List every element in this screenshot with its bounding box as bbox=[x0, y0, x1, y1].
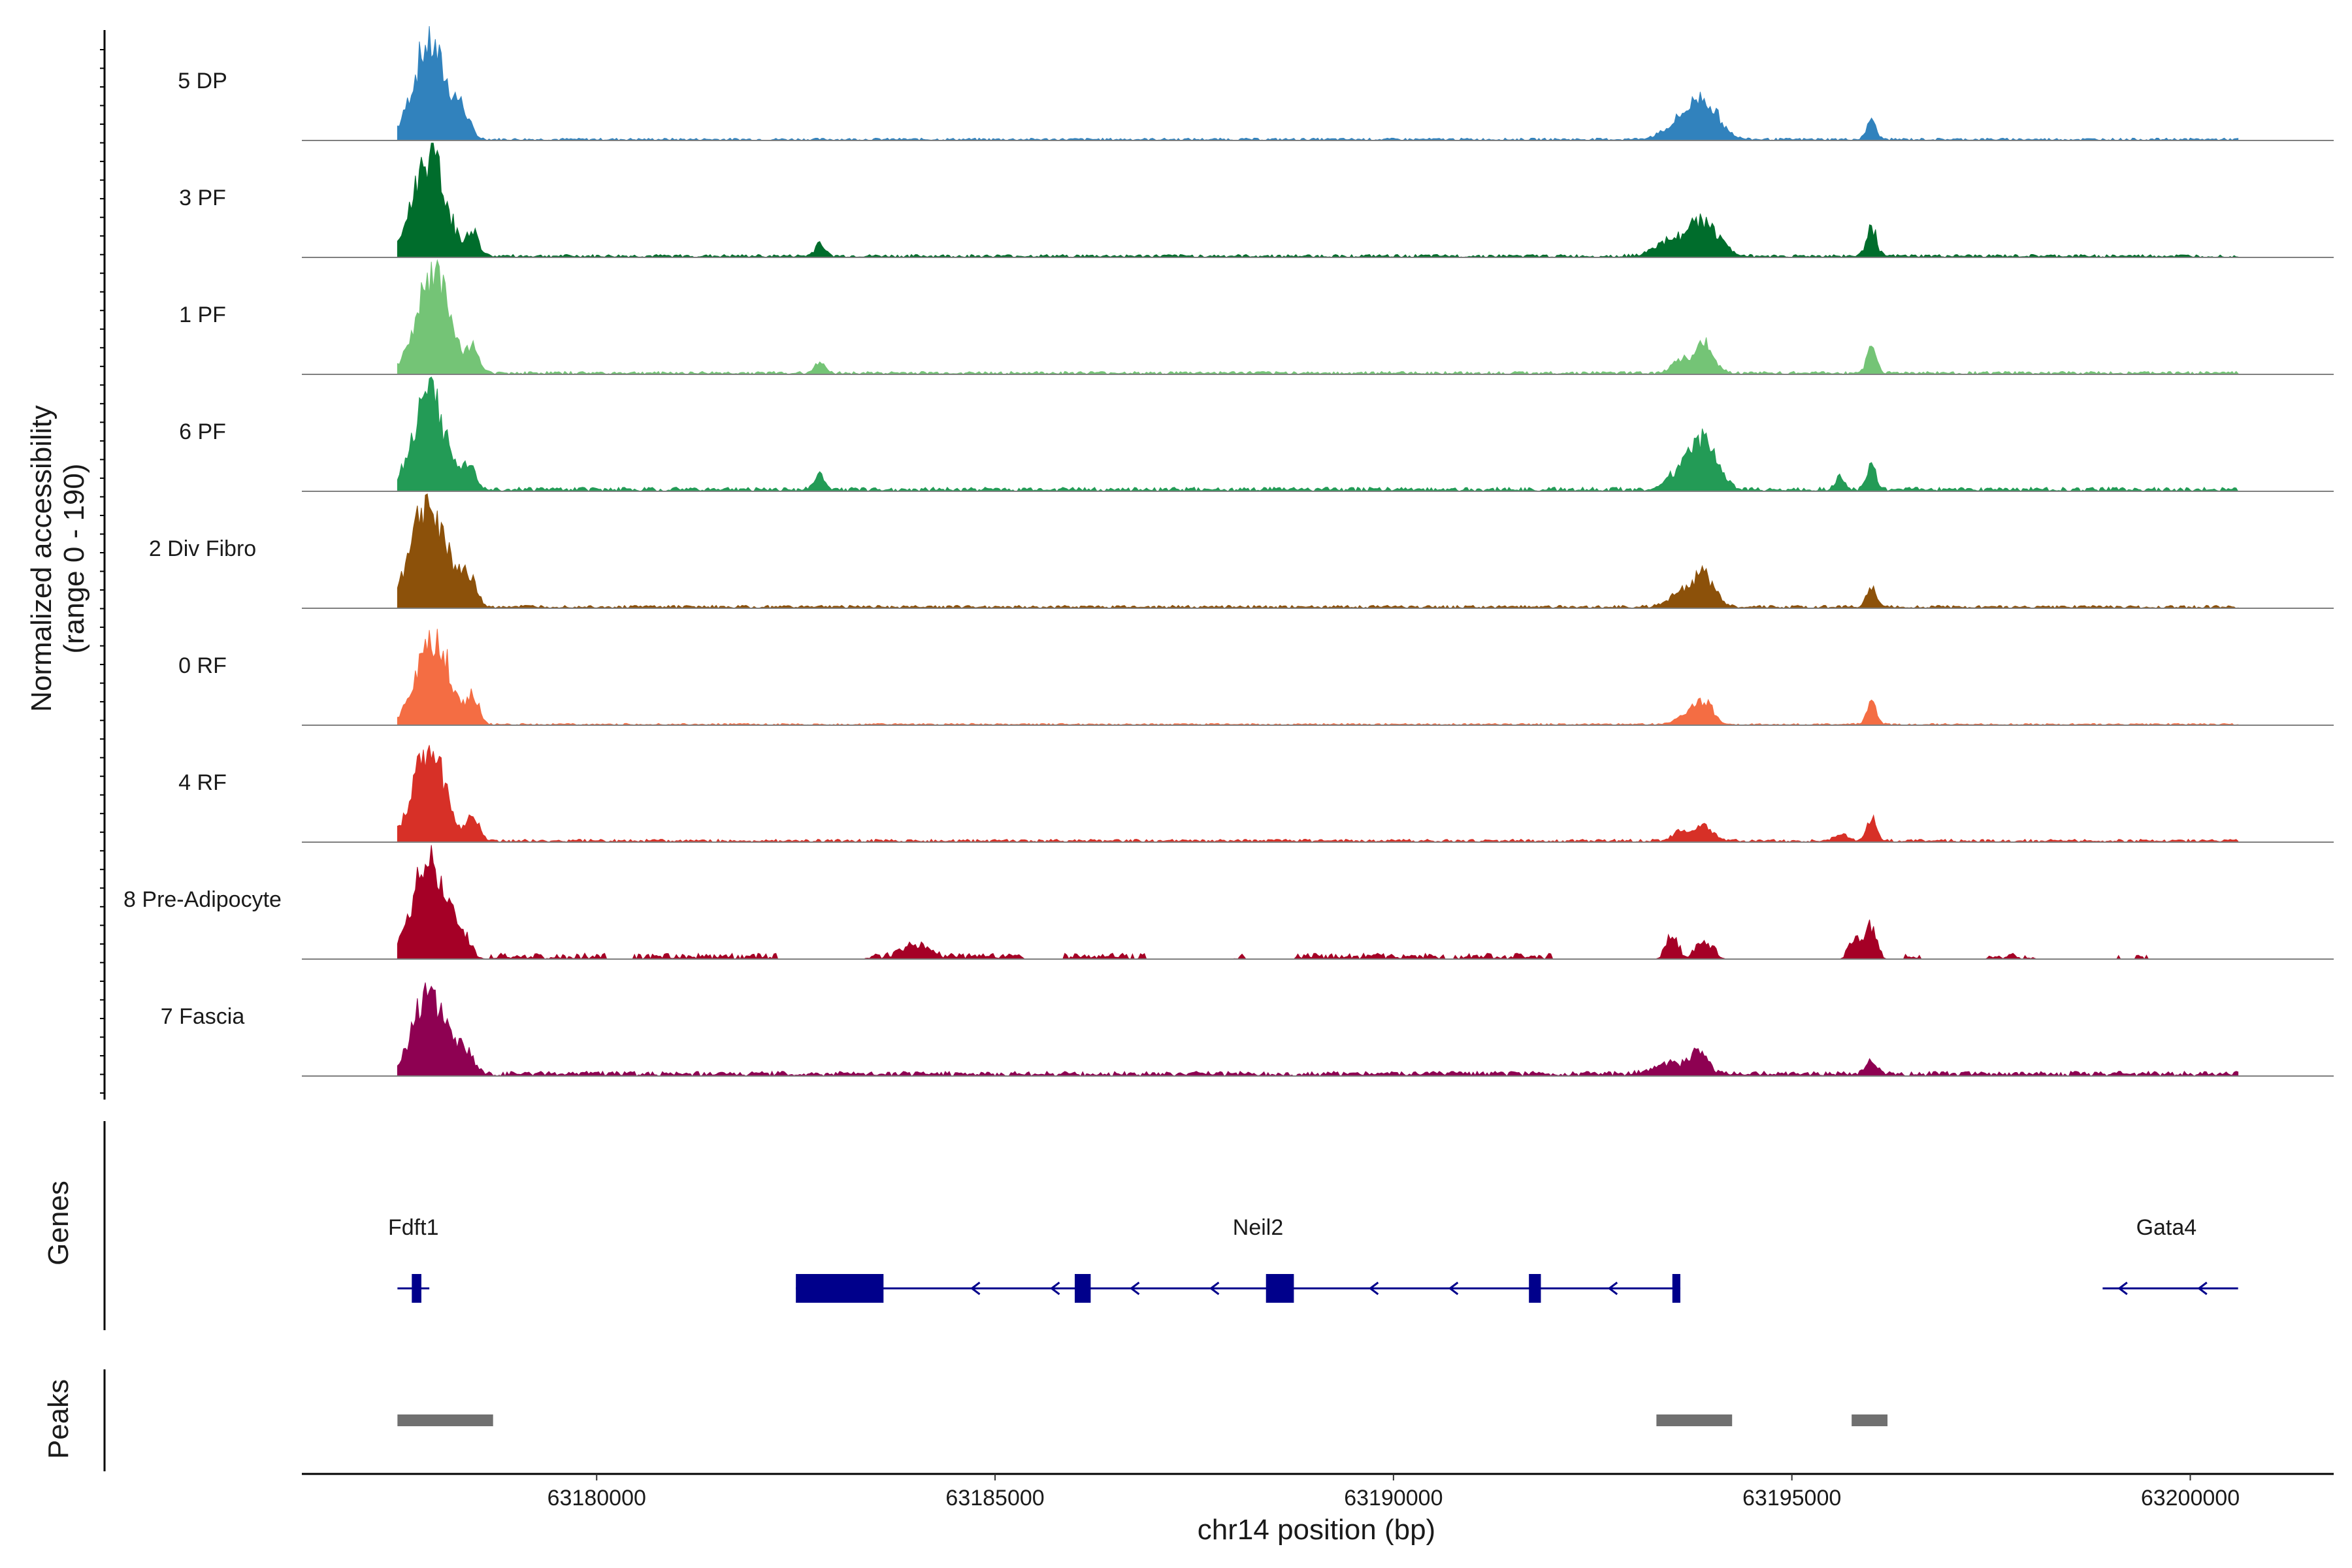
y-axis-subtitle: (range 0 - 190) bbox=[58, 463, 90, 653]
strand-arrow bbox=[1050, 1281, 1060, 1296]
genes-panel: Fdft1 Neil2 Gata4 bbox=[103, 1121, 2238, 1330]
track-label: 8 Pre-Adipocyte bbox=[123, 887, 282, 912]
track-3-pf: 3 PF bbox=[179, 142, 2334, 258]
coverage-area bbox=[397, 259, 2239, 375]
strand-arrow bbox=[1209, 1281, 1220, 1296]
track-8-pre-adipocyte: 8 Pre-Adipocyte bbox=[123, 845, 2334, 960]
x-tick-label: 63200000 bbox=[2141, 1486, 2240, 1511]
track-0-rf: 0 RF bbox=[178, 629, 2334, 726]
gene-neil2: Neil2 bbox=[796, 1215, 1680, 1303]
strand-arrow bbox=[1607, 1281, 1618, 1296]
x-tick-label: 63185000 bbox=[945, 1486, 1044, 1511]
gene-gata4: Gata4 bbox=[2102, 1215, 2238, 1296]
exon bbox=[1266, 1274, 1294, 1303]
y-axis bbox=[100, 30, 106, 1100]
coverage-area bbox=[397, 25, 2239, 141]
peak-region bbox=[1656, 1414, 1733, 1426]
track-label: 6 PF bbox=[179, 419, 226, 444]
gene-label: Fdft1 bbox=[388, 1215, 438, 1240]
track-label: 1 PF bbox=[179, 302, 226, 327]
track-label: 0 RF bbox=[178, 653, 227, 678]
strand-arrow bbox=[2197, 1281, 2208, 1296]
strand-arrow bbox=[1129, 1281, 1140, 1296]
coverage-area bbox=[397, 142, 2239, 258]
peaks-panel bbox=[103, 1369, 1888, 1471]
genes-panel-title: Genes bbox=[42, 1181, 74, 1266]
coverage-area bbox=[397, 493, 2239, 609]
strand-arrow bbox=[2117, 1281, 2128, 1296]
exon bbox=[1075, 1274, 1091, 1303]
x-axis-title: chr14 position (bp) bbox=[1198, 1514, 1435, 1546]
exon bbox=[412, 1274, 421, 1303]
coverage-area bbox=[397, 376, 2239, 493]
y-axis-title: Normalized accessibility bbox=[25, 405, 57, 711]
exon bbox=[796, 1274, 884, 1303]
strand-arrow bbox=[1368, 1281, 1379, 1296]
track-7-fascia: 7 Fascia bbox=[161, 982, 2334, 1077]
exon bbox=[1672, 1274, 1680, 1303]
coverage-area bbox=[397, 845, 2238, 960]
peak-region bbox=[397, 1414, 493, 1426]
gene-label: Neil2 bbox=[1233, 1215, 1283, 1240]
coverage-area bbox=[397, 629, 2239, 726]
track-label: 7 Fascia bbox=[161, 1004, 245, 1029]
track-label: 3 PF bbox=[179, 186, 226, 210]
peak-region bbox=[1852, 1414, 1888, 1426]
gene-label: Gata4 bbox=[2136, 1215, 2197, 1240]
track-2-div-fibro: 2 Div Fibro bbox=[149, 493, 2334, 609]
track-6-pf: 6 PF bbox=[179, 376, 2334, 493]
x-axis: 63180000 63185000 63190000 63195000 63200000 bbox=[302, 1473, 2334, 1511]
coverage-area bbox=[397, 982, 2239, 1077]
gene-fdft1: Fdft1 bbox=[388, 1215, 438, 1303]
x-tick-label: 63195000 bbox=[1742, 1486, 1841, 1511]
coverage-tracks: 5 DP 3 PF 1 PF 6 PF 2 Div Fibro 0 RF 4 RF 8 Pre… bbox=[123, 25, 2334, 1077]
x-tick-label: 63190000 bbox=[1344, 1486, 1443, 1511]
exon bbox=[1529, 1274, 1541, 1303]
strand-arrow bbox=[1448, 1281, 1459, 1296]
coverage-area bbox=[397, 745, 2239, 843]
x-tick-label: 63180000 bbox=[547, 1486, 646, 1511]
track-5-dp: 5 DP bbox=[178, 25, 2334, 141]
track-label: 5 DP bbox=[178, 69, 227, 93]
peaks-panel-title: Peaks bbox=[42, 1379, 74, 1459]
strand-arrow bbox=[970, 1281, 981, 1296]
track-label: 4 RF bbox=[178, 770, 227, 795]
track-label: 2 Div Fibro bbox=[149, 536, 256, 561]
track-1-pf: 1 PF bbox=[179, 259, 2334, 375]
track-4-rf: 4 RF bbox=[178, 745, 2334, 843]
